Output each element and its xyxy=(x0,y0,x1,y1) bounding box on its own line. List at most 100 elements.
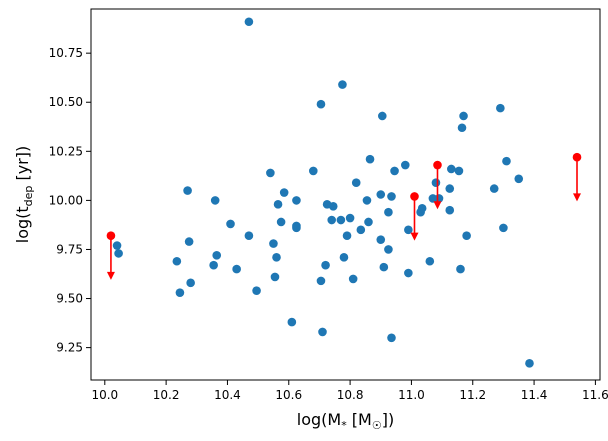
upper-limit-point xyxy=(433,160,442,170)
x-tick-label: 10.0 xyxy=(91,388,118,402)
data-point xyxy=(514,174,524,184)
data-point xyxy=(232,264,241,274)
y-axis-label: log(tdep [yr]) xyxy=(13,146,35,244)
y-tick-label: 10.00 xyxy=(49,193,83,207)
data-point xyxy=(390,166,399,176)
data-point xyxy=(384,245,393,254)
data-point xyxy=(384,207,393,217)
data-point xyxy=(266,168,275,178)
x-axis-label: log(M* [M☉]) xyxy=(297,410,394,432)
data-point xyxy=(348,274,358,284)
x-tick-label: 10.6 xyxy=(275,388,302,402)
data-point xyxy=(364,217,373,227)
data-point xyxy=(338,80,347,89)
data-point xyxy=(175,288,185,297)
data-point xyxy=(362,196,372,205)
data-point xyxy=(309,166,318,176)
data-point xyxy=(428,194,438,203)
data-point xyxy=(456,264,465,274)
y-axis-ticks: 9.25 9.50 9.75 10.00 10.25 10.50 10.75 xyxy=(49,46,91,355)
data-point xyxy=(292,196,301,205)
data-point xyxy=(342,231,352,241)
data-point xyxy=(489,184,499,193)
data-point xyxy=(269,239,278,248)
data-point xyxy=(209,260,218,270)
data-point xyxy=(376,190,386,199)
data-point xyxy=(365,154,375,164)
upper-limit-arrow-head xyxy=(106,271,115,280)
data-point xyxy=(276,217,286,227)
y-tick-label: 10.50 xyxy=(49,95,83,109)
data-point xyxy=(327,215,337,225)
data-point xyxy=(445,184,455,193)
data-point xyxy=(226,219,235,229)
upper-limit-arrow-head xyxy=(433,201,442,210)
data-point xyxy=(499,223,508,233)
x-tick-label: 10.8 xyxy=(337,388,364,402)
upper-limit-point xyxy=(106,231,116,241)
data-point xyxy=(172,256,182,266)
data-point xyxy=(356,225,366,235)
data-point xyxy=(321,260,330,270)
upper-limit-point xyxy=(572,152,582,162)
data-point xyxy=(318,327,327,337)
data-point xyxy=(287,317,297,327)
data-point xyxy=(328,201,338,211)
data-point xyxy=(425,256,435,266)
data-point xyxy=(183,186,192,195)
data-point xyxy=(244,231,254,241)
data-point xyxy=(186,278,195,288)
data-point xyxy=(270,272,280,282)
data-point xyxy=(446,164,456,174)
data-points xyxy=(106,17,582,368)
data-point xyxy=(184,237,194,246)
data-point xyxy=(404,225,413,235)
data-point xyxy=(400,160,410,170)
data-point xyxy=(292,223,301,233)
data-point xyxy=(210,196,220,205)
y-tick-label: 9.75 xyxy=(56,242,83,256)
data-point xyxy=(404,268,413,278)
data-point xyxy=(273,200,283,209)
plot-area xyxy=(91,9,600,380)
data-point xyxy=(114,249,123,258)
data-point xyxy=(316,276,326,286)
data-point xyxy=(387,333,396,343)
data-point xyxy=(112,241,122,250)
data-point xyxy=(445,205,455,215)
data-point xyxy=(339,253,349,262)
data-point xyxy=(336,215,346,225)
x-tick-label: 10.2 xyxy=(153,388,180,402)
data-point xyxy=(345,213,355,223)
x-tick-label: 10.4 xyxy=(214,388,241,402)
data-point xyxy=(431,178,441,188)
data-point xyxy=(457,123,467,133)
data-point xyxy=(417,203,427,213)
data-point xyxy=(377,111,387,121)
data-point xyxy=(212,251,222,260)
y-tick-label: 9.25 xyxy=(56,341,83,355)
x-tick-label: 11.0 xyxy=(398,388,425,402)
data-point xyxy=(252,286,261,295)
x-tick-label: 11.4 xyxy=(521,388,548,402)
upper-limit-arrow-head xyxy=(573,193,582,202)
data-point xyxy=(279,188,289,197)
y-tick-label: 9.50 xyxy=(56,292,83,306)
data-point xyxy=(387,192,396,201)
data-point xyxy=(462,231,471,241)
data-point xyxy=(525,359,534,368)
data-point xyxy=(376,235,386,244)
data-point xyxy=(454,166,464,176)
data-point xyxy=(272,253,281,262)
data-point xyxy=(502,156,511,166)
y-tick-label: 10.25 xyxy=(49,144,83,158)
x-tick-label: 11.6 xyxy=(582,388,608,402)
upper-limit-arrow-head xyxy=(410,232,419,241)
data-point xyxy=(244,17,254,27)
plot-frame xyxy=(90,8,601,381)
data-point xyxy=(351,178,361,188)
y-tick-label: 10.75 xyxy=(49,46,83,60)
x-tick-label: 11.2 xyxy=(459,388,486,402)
data-point xyxy=(316,99,326,109)
